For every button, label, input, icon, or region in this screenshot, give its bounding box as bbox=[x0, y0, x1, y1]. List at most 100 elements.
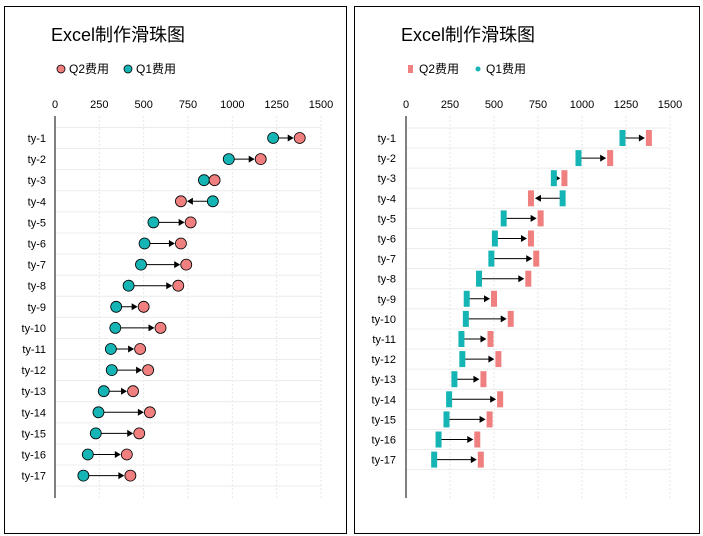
category-label: ty-7 bbox=[378, 254, 396, 266]
marker-q1 bbox=[105, 364, 118, 377]
legend-q2-label: Q2费用 bbox=[419, 62, 459, 76]
marker-q1 bbox=[459, 351, 466, 368]
marker-q2 bbox=[507, 310, 514, 327]
connector-arrowhead bbox=[530, 214, 537, 222]
connector-arrowhead bbox=[480, 335, 487, 343]
marker-q1 bbox=[476, 270, 483, 287]
marker-q2 bbox=[537, 210, 544, 227]
x-tick-label: 250 bbox=[90, 99, 108, 111]
marker-q1 bbox=[451, 371, 458, 388]
x-tick-label: 1000 bbox=[220, 99, 244, 111]
legend-q2-marker bbox=[408, 65, 413, 73]
marker-q2 bbox=[293, 132, 306, 144]
connector-arrowhead bbox=[500, 315, 507, 323]
marker-q1 bbox=[81, 448, 94, 461]
connector-arrowhead bbox=[248, 155, 255, 163]
category-label: ty-9 bbox=[378, 294, 396, 306]
marker-q2 bbox=[525, 270, 532, 287]
category-label: ty-6 bbox=[28, 239, 46, 251]
connector-arrowhead bbox=[287, 134, 294, 142]
marker-q1 bbox=[89, 427, 102, 440]
x-tick-label: 1500 bbox=[309, 99, 333, 111]
marker-q1 bbox=[619, 130, 626, 146]
connector-arrowhead bbox=[114, 451, 121, 458]
connector-arrowhead bbox=[473, 375, 480, 383]
connector-arrowhead bbox=[127, 429, 134, 437]
connector-arrowhead bbox=[470, 456, 477, 464]
marker-q2 bbox=[127, 385, 139, 398]
connector-arrowhead bbox=[534, 194, 541, 202]
connector-arrowhead bbox=[148, 324, 155, 332]
category-label: ty-6 bbox=[378, 234, 396, 246]
category-label: ty-14 bbox=[372, 394, 396, 406]
marker-q1 bbox=[122, 279, 135, 292]
category-label: ty-4 bbox=[378, 193, 396, 205]
legend-q1-label: Q1费用 bbox=[486, 62, 526, 76]
marker-q1 bbox=[550, 170, 557, 187]
category-label: ty-5 bbox=[378, 213, 396, 225]
category-label: ty-12 bbox=[22, 365, 46, 377]
marker-q2 bbox=[477, 451, 484, 468]
connector-arrowhead bbox=[166, 282, 173, 290]
marker-q1 bbox=[267, 132, 280, 144]
connector-arrowhead bbox=[168, 240, 175, 247]
chart-panel-circle: Excel制作滑珠图 Q2费用 Q1费用 0 250 500 750 1000 1250 1500… bbox=[4, 6, 347, 534]
marker-q2 bbox=[175, 237, 187, 250]
x-tick-label: 750 bbox=[529, 99, 547, 111]
marker-q1 bbox=[559, 190, 566, 207]
marker-q2 bbox=[487, 331, 494, 347]
marker-q1 bbox=[104, 343, 117, 355]
category-label: ty-8 bbox=[378, 274, 396, 286]
category-label: ty-2 bbox=[378, 153, 396, 165]
category-label: ty-17 bbox=[372, 455, 396, 467]
category-label: ty-2 bbox=[28, 154, 46, 166]
category-label: ty-16 bbox=[22, 450, 46, 462]
marker-q2 bbox=[137, 300, 150, 313]
marker-q1 bbox=[206, 195, 219, 208]
chart-title: Excel制作滑珠图 bbox=[401, 25, 535, 45]
x-tick-label: 0 bbox=[403, 99, 409, 111]
marker-q1 bbox=[138, 237, 151, 250]
category-label: ty-3 bbox=[28, 175, 46, 187]
marker-q2 bbox=[172, 279, 185, 292]
marker-q1 bbox=[110, 300, 123, 313]
category-label: ty-16 bbox=[372, 435, 396, 447]
marker-q1 bbox=[491, 230, 498, 247]
marker-q2 bbox=[607, 150, 614, 167]
marker-q1 bbox=[463, 290, 470, 307]
connector-arrowhead bbox=[118, 472, 125, 480]
marker-q1 bbox=[431, 451, 438, 468]
connector-arrowhead bbox=[121, 387, 128, 395]
connector-arrowhead bbox=[518, 275, 525, 283]
marker-q1 bbox=[435, 431, 442, 448]
x-tick-label: 1500 bbox=[658, 99, 682, 111]
marker-q1 bbox=[198, 174, 210, 187]
chart-panel-bar: Excel制作滑珠图 Q2费用 Q1费用 0 250 500 750 1000 1250 1500… bbox=[354, 6, 700, 534]
dumbbell-chart-bar: Excel制作滑珠图 Q2费用 Q1费用 0 250 500 750 1000 1250 1500… bbox=[372, 25, 682, 498]
marker-q2 bbox=[142, 364, 155, 377]
marker-q2 bbox=[480, 371, 487, 388]
marker-q2 bbox=[124, 469, 137, 482]
category-label: ty-15 bbox=[22, 428, 46, 440]
connector-arrowhead bbox=[488, 355, 495, 363]
category-label: ty-5 bbox=[28, 217, 46, 229]
x-tick-label: 500 bbox=[485, 99, 503, 111]
marker-q2 bbox=[486, 411, 493, 428]
legend-q1-marker bbox=[475, 66, 481, 72]
x-tick-label: 500 bbox=[134, 99, 152, 111]
connector-arrowhead bbox=[131, 303, 138, 311]
category-label: ty-13 bbox=[22, 386, 46, 398]
marker-q1 bbox=[77, 469, 90, 482]
category-label: ty-1 bbox=[378, 133, 396, 145]
marker-q2 bbox=[497, 391, 504, 408]
dumbbell-chart-circle: Excel制作滑珠图 Q2费用 Q1费用 0 250 500 750 1000 1250 1500… bbox=[22, 25, 333, 498]
connector-arrowhead bbox=[136, 366, 143, 374]
marker-q1 bbox=[92, 406, 105, 419]
x-tick-label: 750 bbox=[179, 99, 197, 111]
connector-arrowhead bbox=[490, 395, 497, 403]
marker-q1 bbox=[500, 210, 507, 227]
marker-q2 bbox=[154, 321, 167, 334]
category-label: ty-8 bbox=[28, 281, 46, 293]
marker-q2 bbox=[491, 290, 497, 307]
marker-q1 bbox=[446, 391, 453, 408]
